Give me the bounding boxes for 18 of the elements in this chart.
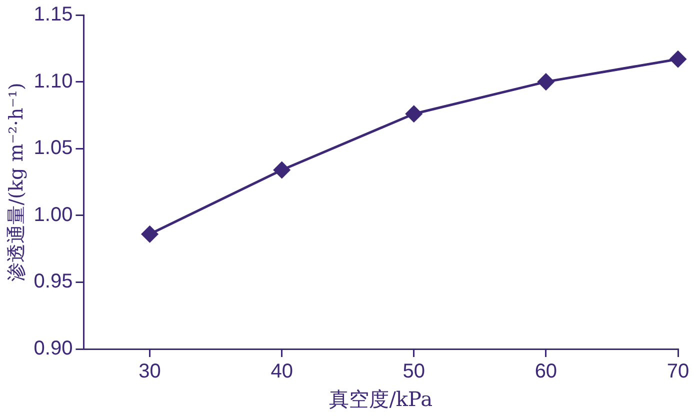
- y-tick-label: 0.95: [34, 270, 73, 293]
- x-tick-label: 70: [666, 360, 690, 383]
- x-tick-label: 60: [534, 360, 558, 383]
- point: [670, 50, 686, 68]
- point: [538, 74, 554, 90]
- point: [274, 162, 290, 178]
- point: [142, 226, 158, 242]
- y-tick-label: 1.10: [34, 70, 73, 92]
- x-axis-title: 真空度/kPa: [329, 387, 433, 412]
- y-tick-label: 1.15: [34, 4, 73, 26]
- point: [406, 106, 422, 122]
- y-axis-title: 渗透通量/(kg m⁻²·h⁻¹): [5, 82, 28, 282]
- y-tick-label: 1.05: [34, 137, 73, 160]
- x-tick-label: 50: [402, 360, 426, 383]
- y-tick-label: 1.00: [34, 204, 73, 226]
- y-tick-label: 0.90: [34, 338, 73, 360]
- x-tick-label: 30: [138, 360, 161, 383]
- x-tick-label: 40: [270, 360, 293, 383]
